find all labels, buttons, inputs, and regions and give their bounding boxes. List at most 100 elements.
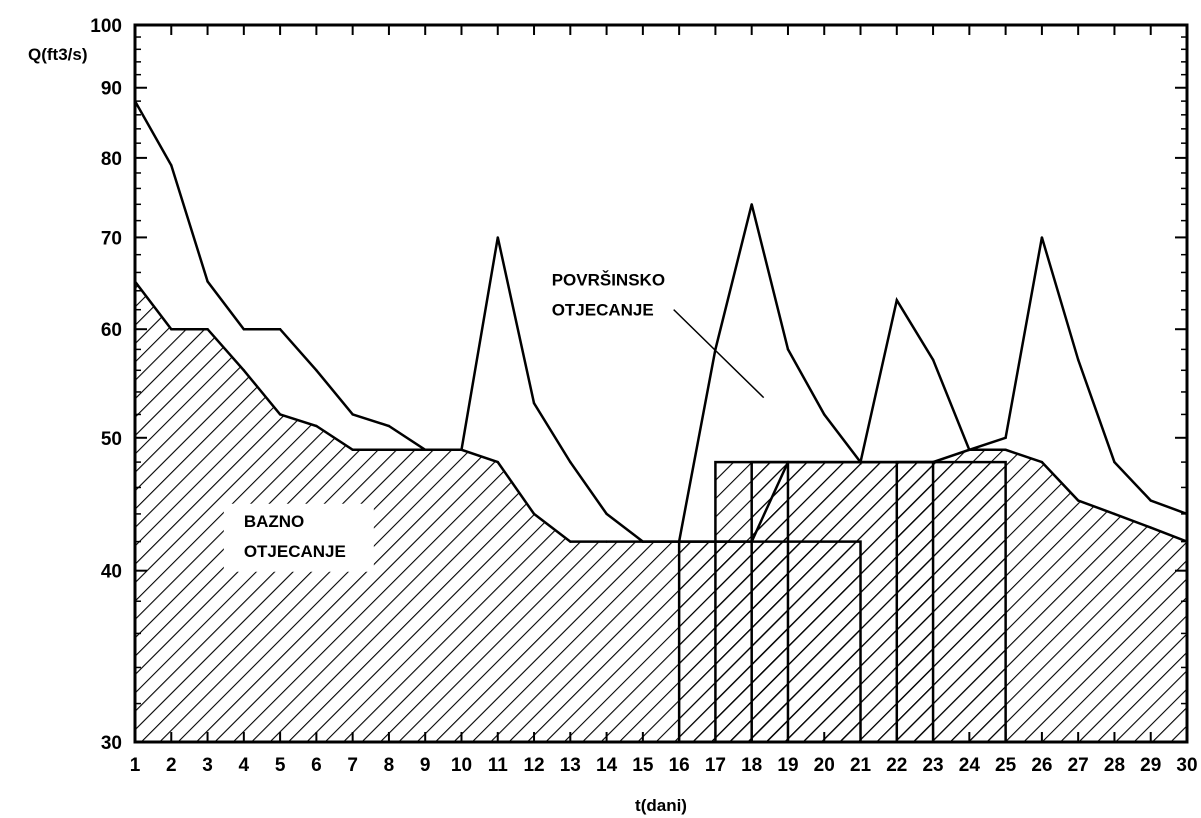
y-axis-label: Q(ft3/s): [28, 45, 88, 64]
hatch-rect-2: [751, 462, 788, 742]
point-s1-8: [387, 448, 391, 452]
point-s0-8: [387, 424, 391, 428]
point-s0-23: [931, 358, 935, 361]
x-tick-label-7: 7: [347, 755, 358, 776]
point-s1-2: [170, 328, 173, 331]
point-s1-7: [351, 448, 354, 452]
y-tick-label-80: 80: [101, 149, 122, 170]
point-s1-3: [206, 328, 209, 331]
x-tick-label-2: 2: [166, 755, 177, 776]
x-axis-label: t(dani): [635, 796, 687, 815]
annotation-0-line-0: POVRŠINSKO: [552, 271, 665, 290]
point-s1-11: [496, 460, 499, 464]
point-s1-10: [460, 448, 463, 452]
baseflow-label-bg: [223, 503, 374, 572]
point-s0-11: [496, 236, 499, 239]
point-s1-29: [1149, 526, 1152, 529]
point-s0-25: [1004, 436, 1007, 439]
x-tick-label-1: 1: [130, 755, 141, 776]
y-tick-label-50: 50: [101, 429, 122, 450]
x-tick-label-10: 10: [451, 755, 472, 776]
point-s1-26: [1040, 460, 1044, 464]
x-tick-label-14: 14: [596, 755, 618, 776]
x-tick-label-15: 15: [632, 755, 654, 776]
x-tick-label-21: 21: [850, 755, 872, 776]
x-tick-label-20: 20: [814, 755, 835, 776]
x-tick-label-13: 13: [560, 755, 581, 776]
annotation-1-line-0: BAZNO: [244, 512, 304, 531]
point-s1-25: [1004, 448, 1007, 452]
point-s1-4: [242, 369, 246, 372]
point-s1-23: [931, 460, 935, 464]
point-s1-15: [641, 540, 645, 543]
point-s0-28: [1113, 460, 1116, 464]
point-s0-20: [823, 413, 826, 416]
point-s1-5: [278, 413, 282, 416]
x-tick-label-22: 22: [886, 755, 907, 776]
x-tick-label-18: 18: [741, 755, 762, 776]
point-s1-22: [895, 460, 898, 464]
point-s1-13: [569, 540, 572, 543]
y-tick-label-90: 90: [101, 79, 122, 100]
y-tick-label-100: 100: [90, 16, 122, 37]
x-tick-label-8: 8: [384, 755, 395, 776]
point-s0-29: [1149, 499, 1152, 502]
point-s0-14: [605, 512, 608, 516]
point-s0-4: [242, 328, 246, 331]
point-s0-18: [750, 203, 753, 206]
x-tick-label-25: 25: [995, 755, 1017, 776]
hatch-rect-3: [896, 462, 934, 742]
point-s1-24: [968, 448, 971, 452]
point-s0-6: [315, 369, 318, 372]
point-s1-20: [823, 460, 826, 464]
y-tick-label-40: 40: [101, 562, 122, 583]
x-tick-label-9: 9: [420, 755, 431, 776]
x-tick-label-23: 23: [922, 755, 943, 776]
point-s0-7: [351, 413, 354, 416]
annotation-1-line-1: OTJECANJE: [244, 542, 346, 561]
point-s0-19: [786, 348, 790, 351]
y-tick-label-70: 70: [101, 228, 122, 249]
point-s1-12: [532, 512, 536, 516]
point-s0-5: [278, 328, 282, 331]
point-s0-2: [170, 164, 173, 167]
x-tick-label-5: 5: [275, 755, 286, 776]
x-tick-label-11: 11: [488, 755, 509, 776]
annotation-leader-line: [673, 309, 765, 399]
x-tick-label-19: 19: [777, 755, 798, 776]
x-tick-label-28: 28: [1104, 755, 1125, 776]
x-tick-label-12: 12: [523, 755, 544, 776]
point-s0-13: [569, 460, 572, 464]
point-s0-22: [895, 298, 898, 302]
x-tick-label-6: 6: [311, 755, 322, 776]
x-tick-label-24: 24: [959, 755, 981, 776]
rect-outline-2: [750, 460, 790, 742]
point-s0-3: [206, 280, 209, 283]
point-s1-16: [677, 540, 681, 543]
x-tick-label-4: 4: [239, 755, 250, 776]
point-s1-14: [605, 540, 608, 543]
point-s0-12: [532, 401, 536, 405]
point-s1-6: [315, 424, 318, 428]
series-line-baseflow: [135, 280, 1187, 543]
point-s1-27: [1076, 499, 1080, 502]
point-s0-27: [1076, 358, 1080, 361]
point-s1-19: [786, 460, 790, 464]
x-tick-label-30: 30: [1176, 755, 1197, 776]
annotation-0-line-1: OTJECANJE: [552, 301, 654, 320]
x-tick-label-27: 27: [1068, 755, 1089, 776]
x-tick-label-29: 29: [1140, 755, 1161, 776]
point-s1-18: [750, 540, 753, 543]
point-s1-9: [424, 448, 427, 452]
x-tick-label-26: 26: [1031, 755, 1052, 776]
point-s1-21: [859, 460, 862, 464]
point-s1-28: [1113, 512, 1116, 516]
point-s1-17: [714, 540, 717, 543]
point-s0-26: [1040, 236, 1044, 239]
x-tick-label-3: 3: [202, 755, 213, 776]
plot-frame: [133, 23, 1189, 744]
y-tick-label-60: 60: [101, 320, 122, 341]
x-tick-label-16: 16: [669, 755, 690, 776]
x-tick-label-17: 17: [705, 755, 726, 776]
